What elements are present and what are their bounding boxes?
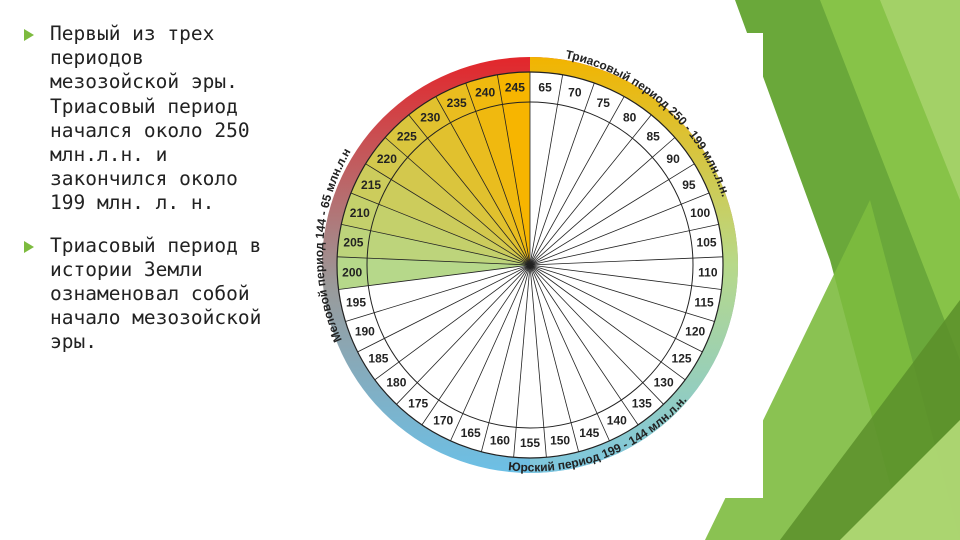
deco-green-shape [840,420,960,540]
spoke-line [465,82,531,266]
spoke-line [529,264,580,452]
tick-label: 155 [520,436,540,450]
spoke-line [529,264,664,405]
triassic-sector [341,193,530,265]
bullet-item: Первый из трех периодов мезозойской эры.… [20,22,290,216]
spoke-line [529,264,722,290]
spoke-line [529,137,676,266]
spoke-line [529,163,695,266]
tick-label: 80 [623,111,637,125]
spokes [337,72,723,458]
tick-label: 145 [579,426,599,440]
triassic-sector [465,74,530,266]
spoke-line [529,264,686,381]
deco-green-shape [880,0,960,200]
spoke-line [529,264,547,458]
tick-label: 135 [632,396,652,410]
tick-label: 190 [355,324,375,338]
tick-label: 115 [694,296,714,310]
bullet-arrow-icon [24,240,34,253]
tick-label: 90 [666,152,680,166]
tick-label: 175 [408,396,428,410]
triassic-sectors [336,72,530,290]
bullet-text: Триасовый период в истории Земли ознамен… [50,233,262,354]
spoke-line [341,223,531,266]
spoke-line [496,74,531,266]
bullet-list: Первый из трех периодов мезозойской эры.… [20,22,290,373]
tick-label: 130 [654,376,674,390]
inner-track [366,101,694,429]
spoke-line [480,264,531,452]
spoke-line [529,114,652,266]
spoke-line [529,74,564,266]
spoke-line [384,137,531,266]
tick-label: 75 [597,96,611,110]
tick-label: 150 [550,433,570,447]
tick-label: 140 [607,413,627,427]
tick-label: 220 [377,152,397,166]
spoke-line [529,82,595,266]
tick-label: 105 [697,235,717,249]
triassic-sector [336,256,530,290]
tick-label: 170 [433,413,453,427]
outer-track [336,71,724,459]
spoke-line [350,192,531,266]
spoke-line [345,264,531,322]
triassic-sector [435,83,530,265]
spoke-line [529,264,715,322]
tick-label: 110 [698,266,718,280]
spoke-line [421,264,531,426]
tick-label: 215 [361,178,381,192]
tick-label: 95 [682,178,696,192]
spoke-line [529,256,723,266]
spoke-line [529,264,610,442]
spoke-line [450,264,531,442]
tick-label: 185 [368,351,388,365]
tick-label: 210 [350,206,370,220]
bullet-arrow-icon [24,29,34,41]
spoke-line [529,223,719,266]
tick-label: 120 [685,324,705,338]
spoke-line [435,96,531,266]
spoke-line [529,192,710,266]
tick-label: 165 [461,426,481,440]
tick-label: 200 [342,266,362,280]
tick-label: 65 [538,81,552,95]
bullet-text: Первый из трех периодов мезозойской эры.… [50,22,250,215]
tick-label: 85 [646,129,660,143]
tick-label: 205 [343,235,363,249]
spoke-line [513,264,531,458]
spoke-line [529,96,625,266]
tick-label: 180 [386,376,406,390]
tick-label: 125 [672,351,692,365]
tick-label: 245 [505,81,525,95]
spoke-line [529,264,639,426]
triassic-sector [365,137,530,265]
spoke-line [374,264,531,381]
bullet-item: Триасовый период в истории Земли ознамен… [20,234,290,355]
tick-label: 160 [490,433,510,447]
tick-label: 195 [346,296,366,310]
tick-label: 225 [397,129,417,143]
tick-label: 70 [568,86,582,100]
spoke-line [365,163,531,266]
triassic-sector [385,114,530,265]
triassic-sector [408,96,530,266]
spoke-line [338,264,531,290]
tick-label: 100 [690,206,710,220]
spoke-line [357,264,531,353]
spoke-line [396,264,531,405]
spoke-line [337,256,531,266]
tick-label: 240 [475,86,495,100]
tick-label: 230 [420,111,440,125]
tick-label: 235 [447,96,467,110]
triassic-sector [350,163,530,265]
spoke-line [529,264,703,353]
spoke-line [408,114,531,266]
